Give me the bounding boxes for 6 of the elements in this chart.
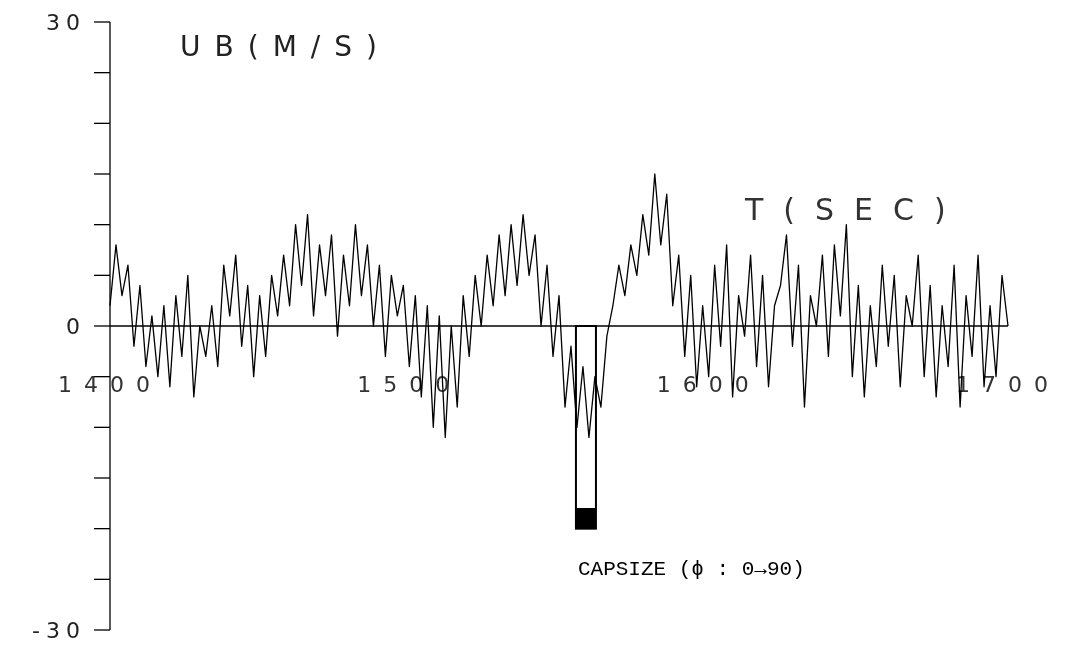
annotation: CAPSIZE (ϕ : 0→90)	[577, 557, 805, 581]
x-axis-title: T(SEC)	[744, 192, 966, 227]
y-tick-label: 0	[66, 313, 86, 339]
y-axis-title: UB(M/S)	[180, 30, 391, 63]
y-tick-label: -30	[32, 617, 86, 643]
y-tick-label: 30	[46, 9, 86, 35]
